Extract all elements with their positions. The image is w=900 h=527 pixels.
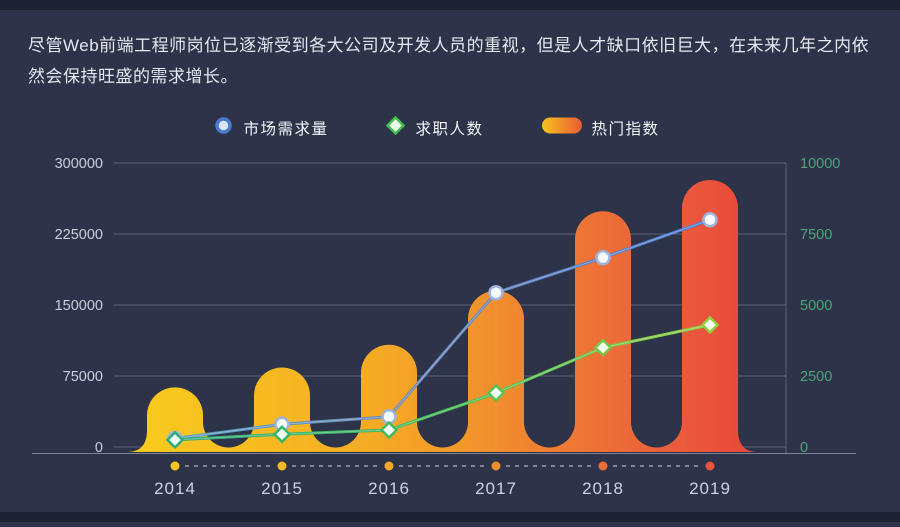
marker-circle-2019[interactable] [702, 212, 718, 228]
timeline-dot-2015 [277, 461, 287, 471]
legend-item-market-demand[interactable]: 市场需求量 [214, 116, 328, 140]
timeline-axis [170, 461, 715, 471]
left-axis-labels: 0 75000 150000 225000 300000 [55, 156, 103, 456]
bar-series-popularity [127, 180, 758, 452]
bar-base-flare-left [127, 430, 147, 452]
marker-circle-2017[interactable] [488, 284, 504, 301]
marker-diamond-2018[interactable] [593, 338, 613, 357]
x-axis-label-2016[interactable]: 2016 [368, 479, 410, 498]
y-axis-label-right: 10000 [800, 156, 840, 172]
y-axis-label-right: 2500 [800, 369, 832, 385]
bar-base-notch [203, 396, 254, 448]
pill-marker-icon [541, 117, 582, 139]
x-axis-label-2015[interactable]: 2015 [261, 479, 303, 498]
y-axis-label-left: 150000 [55, 298, 103, 314]
top-border-strip [0, 0, 900, 10]
y-axis-label-left: 0 [95, 440, 103, 456]
line-sheen [174, 324, 711, 441]
marker-circle-2018[interactable] [595, 249, 611, 266]
bottom-border-strip [0, 512, 900, 522]
y-axis-label-right: 7500 [800, 227, 832, 243]
marker-diamond-2019[interactable] [700, 315, 720, 335]
marker-diamond-2015[interactable] [272, 424, 292, 444]
timeline-dot-2014 [170, 461, 180, 471]
legend-label: 求职人数 [415, 121, 484, 138]
marker-diamond-2017[interactable] [486, 383, 506, 403]
line-sheen [174, 219, 711, 439]
bar-base-flare-right [738, 430, 758, 452]
right-axis-labels: 0 2500 5000 7500 10000 [800, 156, 840, 456]
x-axis-label-2018[interactable]: 2018 [582, 479, 624, 498]
legend-item-job-seekers[interactable]: 求职人数 [386, 115, 484, 140]
legend: 市场需求量 求职人数 热门指数 [0, 114, 874, 142]
bar-2015[interactable] [254, 367, 310, 452]
marker-diamond-2016[interactable] [379, 420, 399, 440]
y-axis-label-left: 300000 [55, 156, 103, 172]
x-axis-label-2014[interactable]: 2014 [154, 479, 196, 498]
timeline-dot-2018 [598, 461, 608, 471]
bar-base-notch [524, 396, 575, 448]
line-path [174, 323, 711, 442]
bar-2018[interactable] [575, 211, 631, 452]
x-axis-labels: 2014 2015 2016 2017 2018 2019 [154, 479, 731, 498]
x-axis-label-2017[interactable]: 2017 [475, 479, 517, 498]
timeline-dot-2017 [491, 461, 501, 471]
timeline-dot-2019 [705, 461, 715, 471]
y-axis-label-right: 0 [800, 440, 808, 456]
bar-base-notch [310, 396, 361, 448]
legend-item-popularity-index[interactable]: 热门指数 [541, 117, 660, 139]
x-axis-label-2019[interactable]: 2019 [689, 479, 731, 498]
y-axis-label-left: 225000 [55, 227, 103, 243]
bar-base-notch [631, 396, 682, 448]
line-series-job-seekers [165, 315, 720, 450]
chart-description: 尽管Web前端工程师岗位已逐渐受到各大公司及开发人员的重视，但是人才缺口依旧巨大… [28, 36, 870, 86]
bar-2017[interactable] [468, 290, 524, 452]
y-axis-label-left: 75000 [63, 369, 103, 385]
line-path [174, 218, 711, 440]
y-axis-label-right: 5000 [800, 298, 832, 314]
legend-label: 市场需求量 [243, 121, 329, 138]
timeline-dot-2016 [384, 461, 394, 471]
legend-label: 热门指数 [591, 121, 660, 138]
bar-base-notch [417, 396, 468, 448]
circle-marker-icon [214, 116, 233, 140]
diamond-marker-icon [386, 115, 406, 140]
marker-diamond-2014[interactable] [165, 430, 185, 450]
